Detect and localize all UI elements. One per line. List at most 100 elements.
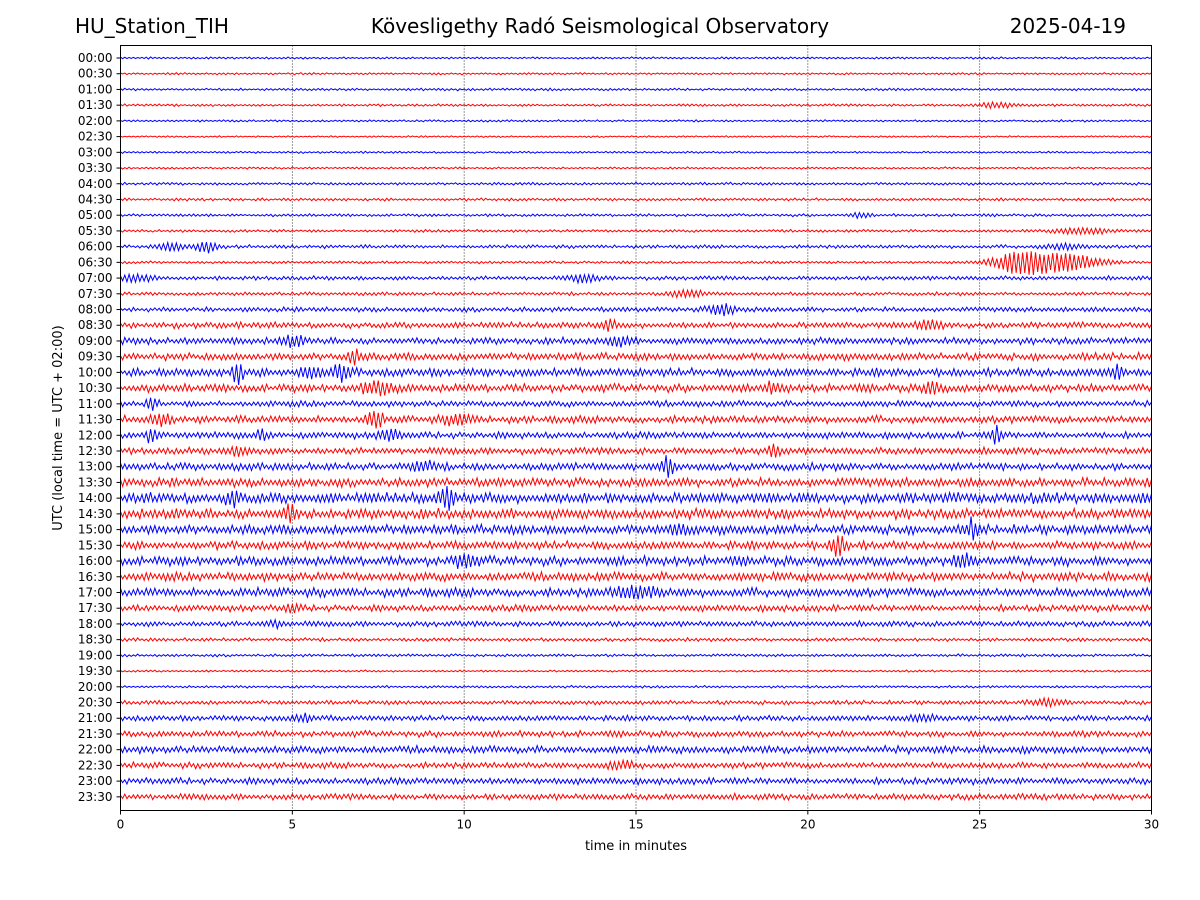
y-tick-label: 23:00: [78, 774, 113, 788]
vertical-grid: [291, 45, 981, 811]
trace-2000: [120, 684, 1152, 689]
station-name: HU_Station_TIH: [75, 14, 229, 38]
y-tick-label: 08:00: [78, 303, 113, 317]
trace-1330: [120, 475, 1152, 490]
y-tick-label: 02:30: [78, 130, 113, 144]
trace-0500: [120, 211, 1152, 220]
trace-1400: [120, 485, 1152, 511]
trace-0900: [120, 334, 1152, 349]
y-tick-label: 09:30: [78, 350, 113, 364]
trace-1000: [120, 363, 1152, 386]
y-tick-label: 14:00: [78, 491, 113, 505]
y-tick-label: 11:00: [78, 397, 113, 411]
chart-title: Kövesligethy Radó Seismological Observat…: [370, 14, 830, 38]
y-tick-label: 10:00: [78, 365, 113, 379]
trace-2030: [120, 696, 1152, 709]
trace-1730: [120, 601, 1152, 614]
trace-2330: [120, 791, 1152, 802]
trace-0830: [120, 318, 1152, 332]
trace-1700: [120, 584, 1152, 600]
y-tick-label: 04:00: [78, 177, 113, 191]
trace-0730: [120, 287, 1152, 300]
y-tick-label: 11:30: [78, 413, 113, 427]
y-tick-label: 01:30: [78, 98, 113, 112]
y-tick-label: 05:00: [78, 208, 113, 222]
y-tick-label: 03:00: [78, 145, 113, 159]
trace-0300: [120, 150, 1152, 155]
y-tick-label: 07:30: [78, 287, 113, 301]
trace-0630: [120, 251, 1152, 276]
y-tick-label: 14:30: [78, 507, 113, 521]
x-axis-ticks: 0 5 10 15 20 25 30: [117, 810, 1159, 832]
y-tick-label: 17:00: [78, 585, 113, 599]
y-tick-label: 20:00: [78, 680, 113, 694]
y-tick-label: 21:00: [78, 711, 113, 725]
y-tick-label: 16:30: [78, 570, 113, 584]
x-tick-label: 5: [289, 818, 297, 832]
y-tick-label: 15:30: [78, 538, 113, 552]
trace-0130: [120, 100, 1152, 110]
trace-1630: [120, 569, 1152, 584]
trace-0000: [120, 56, 1152, 60]
x-tick-label: 15: [628, 818, 643, 832]
y-tick-label: 22:30: [78, 758, 113, 772]
x-tick-label: 25: [972, 818, 987, 832]
y-tick-label: 09:00: [78, 334, 113, 348]
y-tick-label: 19:30: [78, 664, 113, 678]
y-tick-label: 06:30: [78, 255, 113, 269]
y-tick-label: 13:00: [78, 460, 113, 474]
y-axis-label: UTC (local time = UTC + 02:00): [51, 325, 66, 530]
y-tick-label: 13:30: [78, 475, 113, 489]
y-tick-label: 17:30: [78, 601, 113, 615]
trace-1230: [120, 443, 1152, 458]
trace-1900: [120, 653, 1152, 658]
trace-1600: [120, 552, 1152, 569]
trace-1300: [120, 455, 1152, 478]
y-tick-label: 08:30: [78, 318, 113, 332]
trace-1030: [120, 380, 1152, 397]
x-tick-label: 30: [1144, 818, 1159, 832]
trace-0200: [120, 119, 1152, 123]
trace-0930: [120, 348, 1152, 366]
y-tick-label: 05:30: [78, 224, 113, 238]
trace-0700: [120, 272, 1152, 285]
trace-1800: [120, 617, 1152, 631]
trace-0400: [120, 181, 1152, 186]
trace-0100: [120, 87, 1152, 92]
trace-1200: [120, 424, 1152, 445]
trace-0030: [120, 71, 1152, 76]
trace-1500: [120, 516, 1152, 541]
y-tick-label: 19:00: [78, 648, 113, 662]
trace-0530: [120, 226, 1152, 236]
y-tick-label: 12:30: [78, 444, 113, 458]
y-tick-label: 18:00: [78, 617, 113, 631]
x-tick-label: 20: [800, 818, 815, 832]
trace-2230: [120, 758, 1152, 772]
trace-2300: [120, 776, 1152, 787]
y-tick-label: 21:30: [78, 727, 113, 741]
y-tick-label: 03:30: [78, 161, 113, 175]
trace-1530: [120, 535, 1152, 557]
trace-0330: [120, 166, 1152, 170]
trace-1930: [120, 669, 1152, 673]
y-tick-label: 04:30: [78, 192, 113, 206]
trace-1830: [120, 636, 1152, 643]
y-tick-label: 20:30: [78, 696, 113, 710]
trace-lines: [120, 56, 1152, 802]
trace-2100: [120, 712, 1152, 724]
y-tick-label: 01:00: [78, 82, 113, 96]
y-tick-label: 15:00: [78, 523, 113, 537]
y-tick-label: 23:30: [78, 790, 113, 804]
trace-2130: [120, 729, 1152, 739]
y-tick-label: 00:00: [78, 51, 113, 65]
trace-1430: [120, 503, 1152, 524]
chart-date: 2025-04-19: [1009, 14, 1126, 38]
trace-0230: [120, 135, 1152, 139]
trace-0600: [120, 240, 1152, 254]
y-tick-label: 07:00: [78, 271, 113, 285]
trace-0800: [120, 303, 1152, 317]
y-tick-label: 00:30: [78, 67, 113, 81]
trace-1100: [120, 397, 1152, 411]
